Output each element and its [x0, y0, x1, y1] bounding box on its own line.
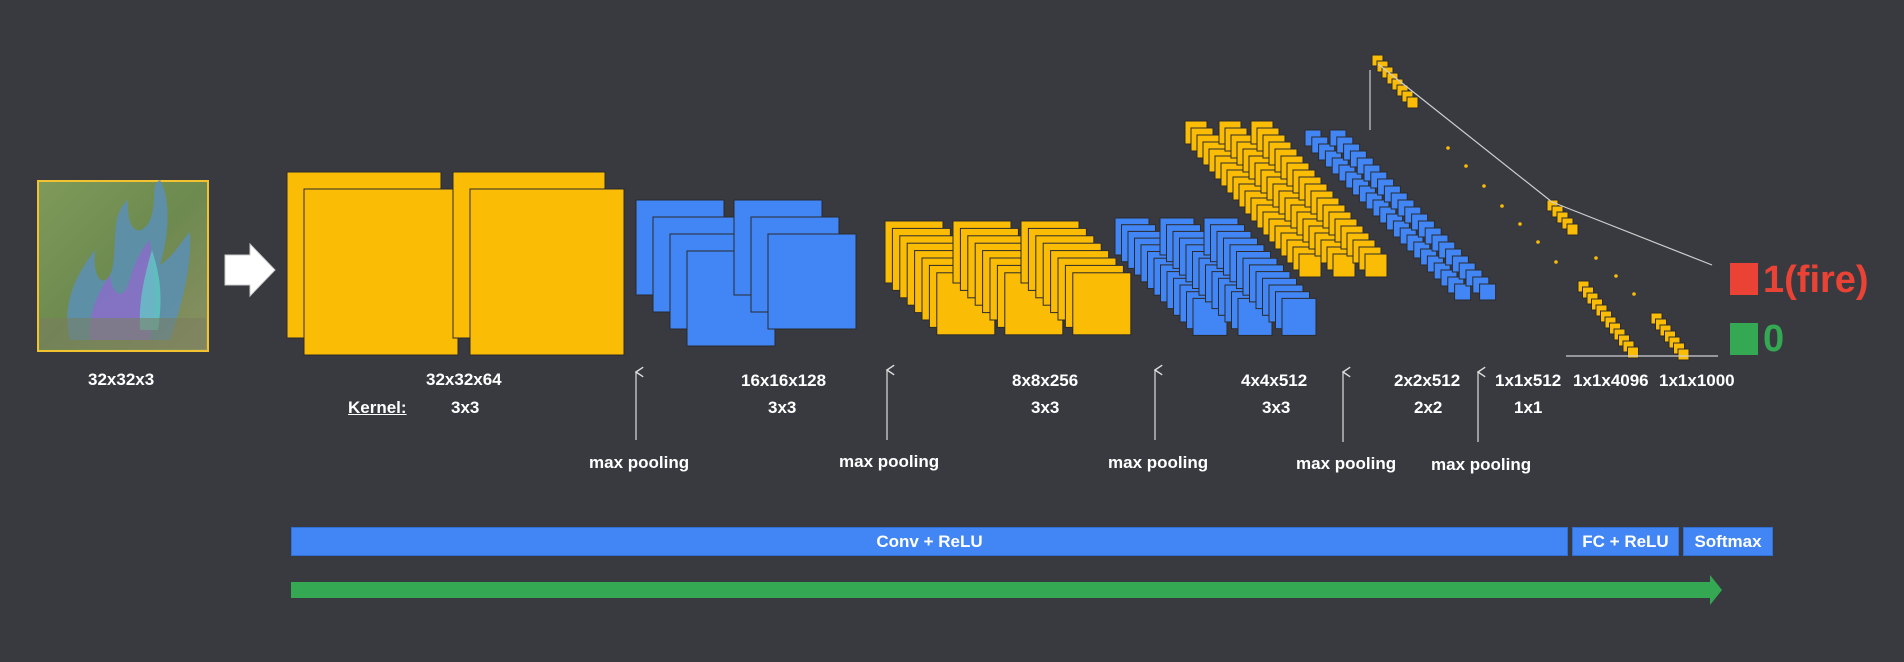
softmax-bar: Softmax — [1683, 527, 1773, 556]
stage-2-dims: 16x16x128 — [741, 371, 827, 390]
conv-stage-1-blocks — [286, 171, 625, 356]
no-fire-output-square — [1730, 323, 1758, 355]
pooling-label-2: max pooling — [839, 452, 940, 471]
input-arrow-icon — [224, 242, 276, 298]
kernel-label: Kernel: — [348, 398, 407, 417]
input-image — [37, 180, 209, 352]
pool-block — [767, 233, 857, 330]
ellipsis-dot — [1632, 292, 1636, 296]
fc-block — [1406, 96, 1419, 109]
ellipsis-dot — [1482, 184, 1486, 188]
stage-1-dims: 32x32x64 — [426, 370, 502, 389]
pool-block — [1479, 283, 1497, 301]
pool-block — [1281, 297, 1317, 336]
ellipsis-dot — [1554, 260, 1558, 264]
stage-4-kernel: 3x3 — [1262, 398, 1291, 417]
fire-output-label: 1(fire) — [1763, 259, 1869, 301]
stage-1-kernel: 3x3 — [451, 398, 480, 417]
conv-block — [469, 188, 625, 356]
ellipsis-dot — [1500, 204, 1504, 208]
stage-5-dims: 2x2x512 — [1394, 371, 1461, 390]
pool-stage-2-blocks — [635, 199, 857, 347]
pooling-label-5: max pooling — [1431, 455, 1532, 474]
input-dims-label: 32x32x3 — [88, 370, 155, 389]
stage-3-kernel: 3x3 — [1031, 398, 1060, 417]
ellipsis-dot — [1594, 256, 1598, 260]
fc-guide-lines — [1369, 63, 1718, 357]
pooling-label-3: max pooling — [1108, 453, 1209, 472]
stage-6-dims: 1x1x512 — [1495, 371, 1562, 390]
fc-block — [1677, 348, 1690, 361]
pool-stage-4-blocks — [1114, 217, 1317, 336]
pool-block — [1454, 283, 1472, 301]
ellipsis-dot — [1614, 274, 1618, 278]
ellipsis-dot — [1536, 240, 1540, 244]
stage-5-kernel: 2x2 — [1414, 398, 1443, 417]
stage-7-dims: 1x1x4096 — [1573, 371, 1649, 390]
conv-stage-5-blocks — [1184, 120, 1388, 278]
fc-relu-bar: FC + ReLU — [1572, 527, 1679, 556]
conv-block — [1072, 272, 1132, 336]
conv-block — [1364, 253, 1388, 278]
pooling-label-1: max pooling — [589, 453, 690, 472]
flow-arrow — [291, 575, 1722, 605]
ellipsis-dot — [1446, 146, 1450, 150]
fire-output-square — [1730, 263, 1758, 295]
pooling-label-4: max pooling — [1296, 454, 1397, 473]
fc-block — [1566, 223, 1579, 236]
conv-block — [303, 188, 459, 356]
conv-stage-3-blocks — [884, 220, 1132, 336]
ellipsis-dot — [1464, 164, 1468, 168]
fc-stage-blocks — [1371, 54, 1690, 361]
fc-block — [1627, 346, 1639, 359]
ellipsis-dot — [1518, 222, 1522, 226]
pool-stage-6-blocks — [1304, 129, 1497, 301]
no-fire-output-label: 0 — [1763, 318, 1785, 360]
conv-block — [1298, 253, 1322, 278]
conv-block — [1332, 253, 1356, 278]
stage-2-kernel: 3x3 — [768, 398, 797, 417]
conv-relu-bar: Conv + ReLU — [291, 527, 1568, 556]
stage-6-kernel: 1x1 — [1514, 398, 1543, 417]
stage-3-dims: 8x8x256 — [1012, 371, 1079, 390]
pooling-arrows — [636, 370, 1478, 442]
stage-4-dims: 4x4x512 — [1241, 371, 1308, 390]
stage-8-dims: 1x1x1000 — [1659, 371, 1735, 390]
